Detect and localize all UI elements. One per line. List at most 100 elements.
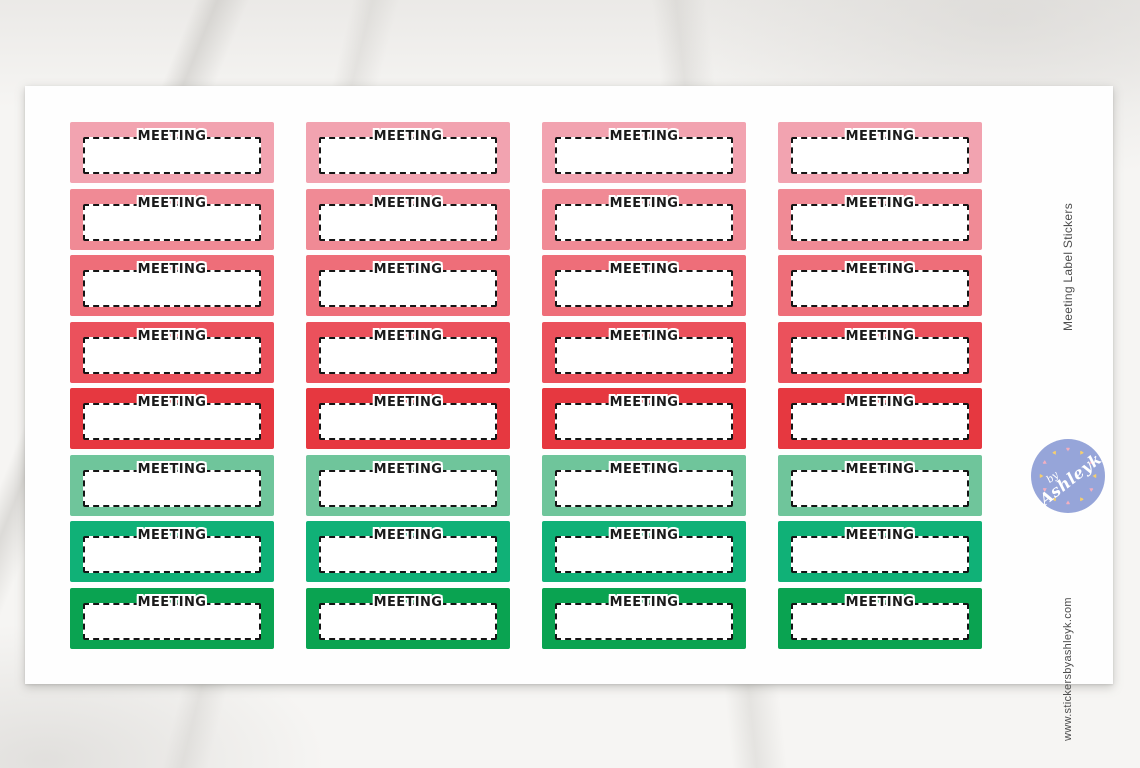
sticker-writein-box: MEETING [319,327,497,374]
sticker-label: MEETING [136,127,208,146]
sticker-label: MEETING [844,593,916,612]
sticker-label: MEETING [608,194,680,213]
sticker-meeting: MEETING [778,255,982,316]
sticker-label: MEETING [372,260,444,279]
sticker-writein-box: MEETING [83,194,261,241]
sticker-meeting: MEETING [542,255,746,316]
sticker-writein-box: MEETING [319,393,497,440]
sticker-label: MEETING [136,260,208,279]
sticker-writein-box: MEETING [319,194,497,241]
sticker-label: MEETING [372,194,444,213]
sticker-writein-box: MEETING [791,526,969,573]
sticker-label: MEETING [136,593,208,612]
heart-icon [1077,494,1084,502]
heart-icon [1066,447,1070,454]
sticker-meeting: MEETING [306,521,510,582]
sticker-label: MEETING [608,393,680,412]
product-side-title: Meeting Label Stickers [1061,203,1075,331]
sticker-writein-box: MEETING [555,460,733,507]
sticker-label: MEETING [372,593,444,612]
sticker-label: MEETING [844,260,916,279]
sticker-writein-box: MEETING [555,127,733,174]
sticker-writein-box: MEETING [555,194,733,241]
sticker-meeting: MEETING [542,122,746,183]
sticker-meeting: MEETING [70,321,274,383]
sticker-writein-box: MEETING [319,526,497,573]
sticker-label: MEETING [372,526,444,545]
sticker-writein-box: MEETING [555,260,733,307]
sticker-meeting: MEETING [70,122,274,183]
sticker-label: MEETING [844,194,916,213]
sticker-meeting: MEETING [542,388,746,449]
sticker-meeting: MEETING [70,255,274,316]
sticker-writein-box: MEETING [791,327,969,374]
sticker-label: MEETING [372,127,444,146]
website-url: www.stickersbyashleyk.com [1062,597,1074,741]
sticker-label: MEETING [136,526,208,545]
sticker-meeting: MEETING [70,454,274,516]
sticker-meeting: MEETING [70,388,274,449]
sticker-writein-box: MEETING [555,593,733,640]
brand-logo-badge: by Ashleyk [1031,439,1105,513]
sticker-meeting: MEETING [778,388,982,449]
sticker-meeting: MEETING [306,188,510,250]
sticker-meeting: MEETING [778,188,982,250]
sticker-meeting: MEETING [778,122,982,183]
sticker-writein-box: MEETING [791,460,969,507]
sticker-writein-box: MEETING [791,127,969,174]
sticker-meeting: MEETING [306,255,510,316]
sticker-writein-box: MEETING [791,393,969,440]
sticker-meeting: MEETING [542,188,746,250]
sticker-label: MEETING [608,127,680,146]
heart-icon [1041,459,1049,466]
sticker-label: MEETING [844,526,916,545]
sticker-meeting: MEETING [306,122,510,183]
sticker-writein-box: MEETING [83,460,261,507]
sticker-writein-box: MEETING [319,460,497,507]
sticker-label: MEETING [372,393,444,412]
sticker-sheet: MEETING MEETING MEETING MEETING MEETING … [25,86,1113,741]
sticker-label: MEETING [136,327,208,346]
sticker-grid: MEETING MEETING MEETING MEETING MEETING … [70,122,982,649]
sticker-writein-box: MEETING [83,260,261,307]
sticker-writein-box: MEETING [555,393,733,440]
sticker-label: MEETING [136,194,208,213]
sticker-label: MEETING [844,127,916,146]
sticker-writein-box: MEETING [791,593,969,640]
sticker-meeting: MEETING [70,587,274,649]
sticker-meeting: MEETING [542,321,746,383]
sticker-meeting: MEETING [778,321,982,383]
sticker-label: MEETING [608,460,680,479]
heart-icon [1066,499,1070,506]
sticker-writein-box: MEETING [319,127,497,174]
sticker-meeting: MEETING [306,454,510,516]
sticker-writein-box: MEETING [319,260,497,307]
sticker-label: MEETING [608,526,680,545]
sticker-meeting: MEETING [542,521,746,582]
sticker-writein-box: MEETING [319,593,497,640]
sticker-writein-box: MEETING [83,593,261,640]
sticker-label: MEETING [136,393,208,412]
heart-icon [1086,485,1094,492]
sticker-writein-box: MEETING [791,260,969,307]
sticker-writein-box: MEETING [83,526,261,573]
sticker-meeting: MEETING [70,188,274,250]
sticker-label: MEETING [608,327,680,346]
sticker-writein-box: MEETING [83,393,261,440]
sticker-meeting: MEETING [542,587,746,649]
sticker-writein-box: MEETING [83,327,261,374]
sticker-label: MEETING [844,393,916,412]
sticker-label: MEETING [608,260,680,279]
sticker-writein-box: MEETING [83,127,261,174]
sticker-meeting: MEETING [70,521,274,582]
sticker-meeting: MEETING [306,388,510,449]
sticker-meeting: MEETING [778,587,982,649]
sticker-label: MEETING [844,460,916,479]
sticker-writein-box: MEETING [555,526,733,573]
sticker-label: MEETING [136,460,208,479]
sticker-label: MEETING [372,460,444,479]
sticker-meeting: MEETING [306,587,510,649]
sticker-meeting: MEETING [542,454,746,516]
sticker-meeting: MEETING [778,521,982,582]
